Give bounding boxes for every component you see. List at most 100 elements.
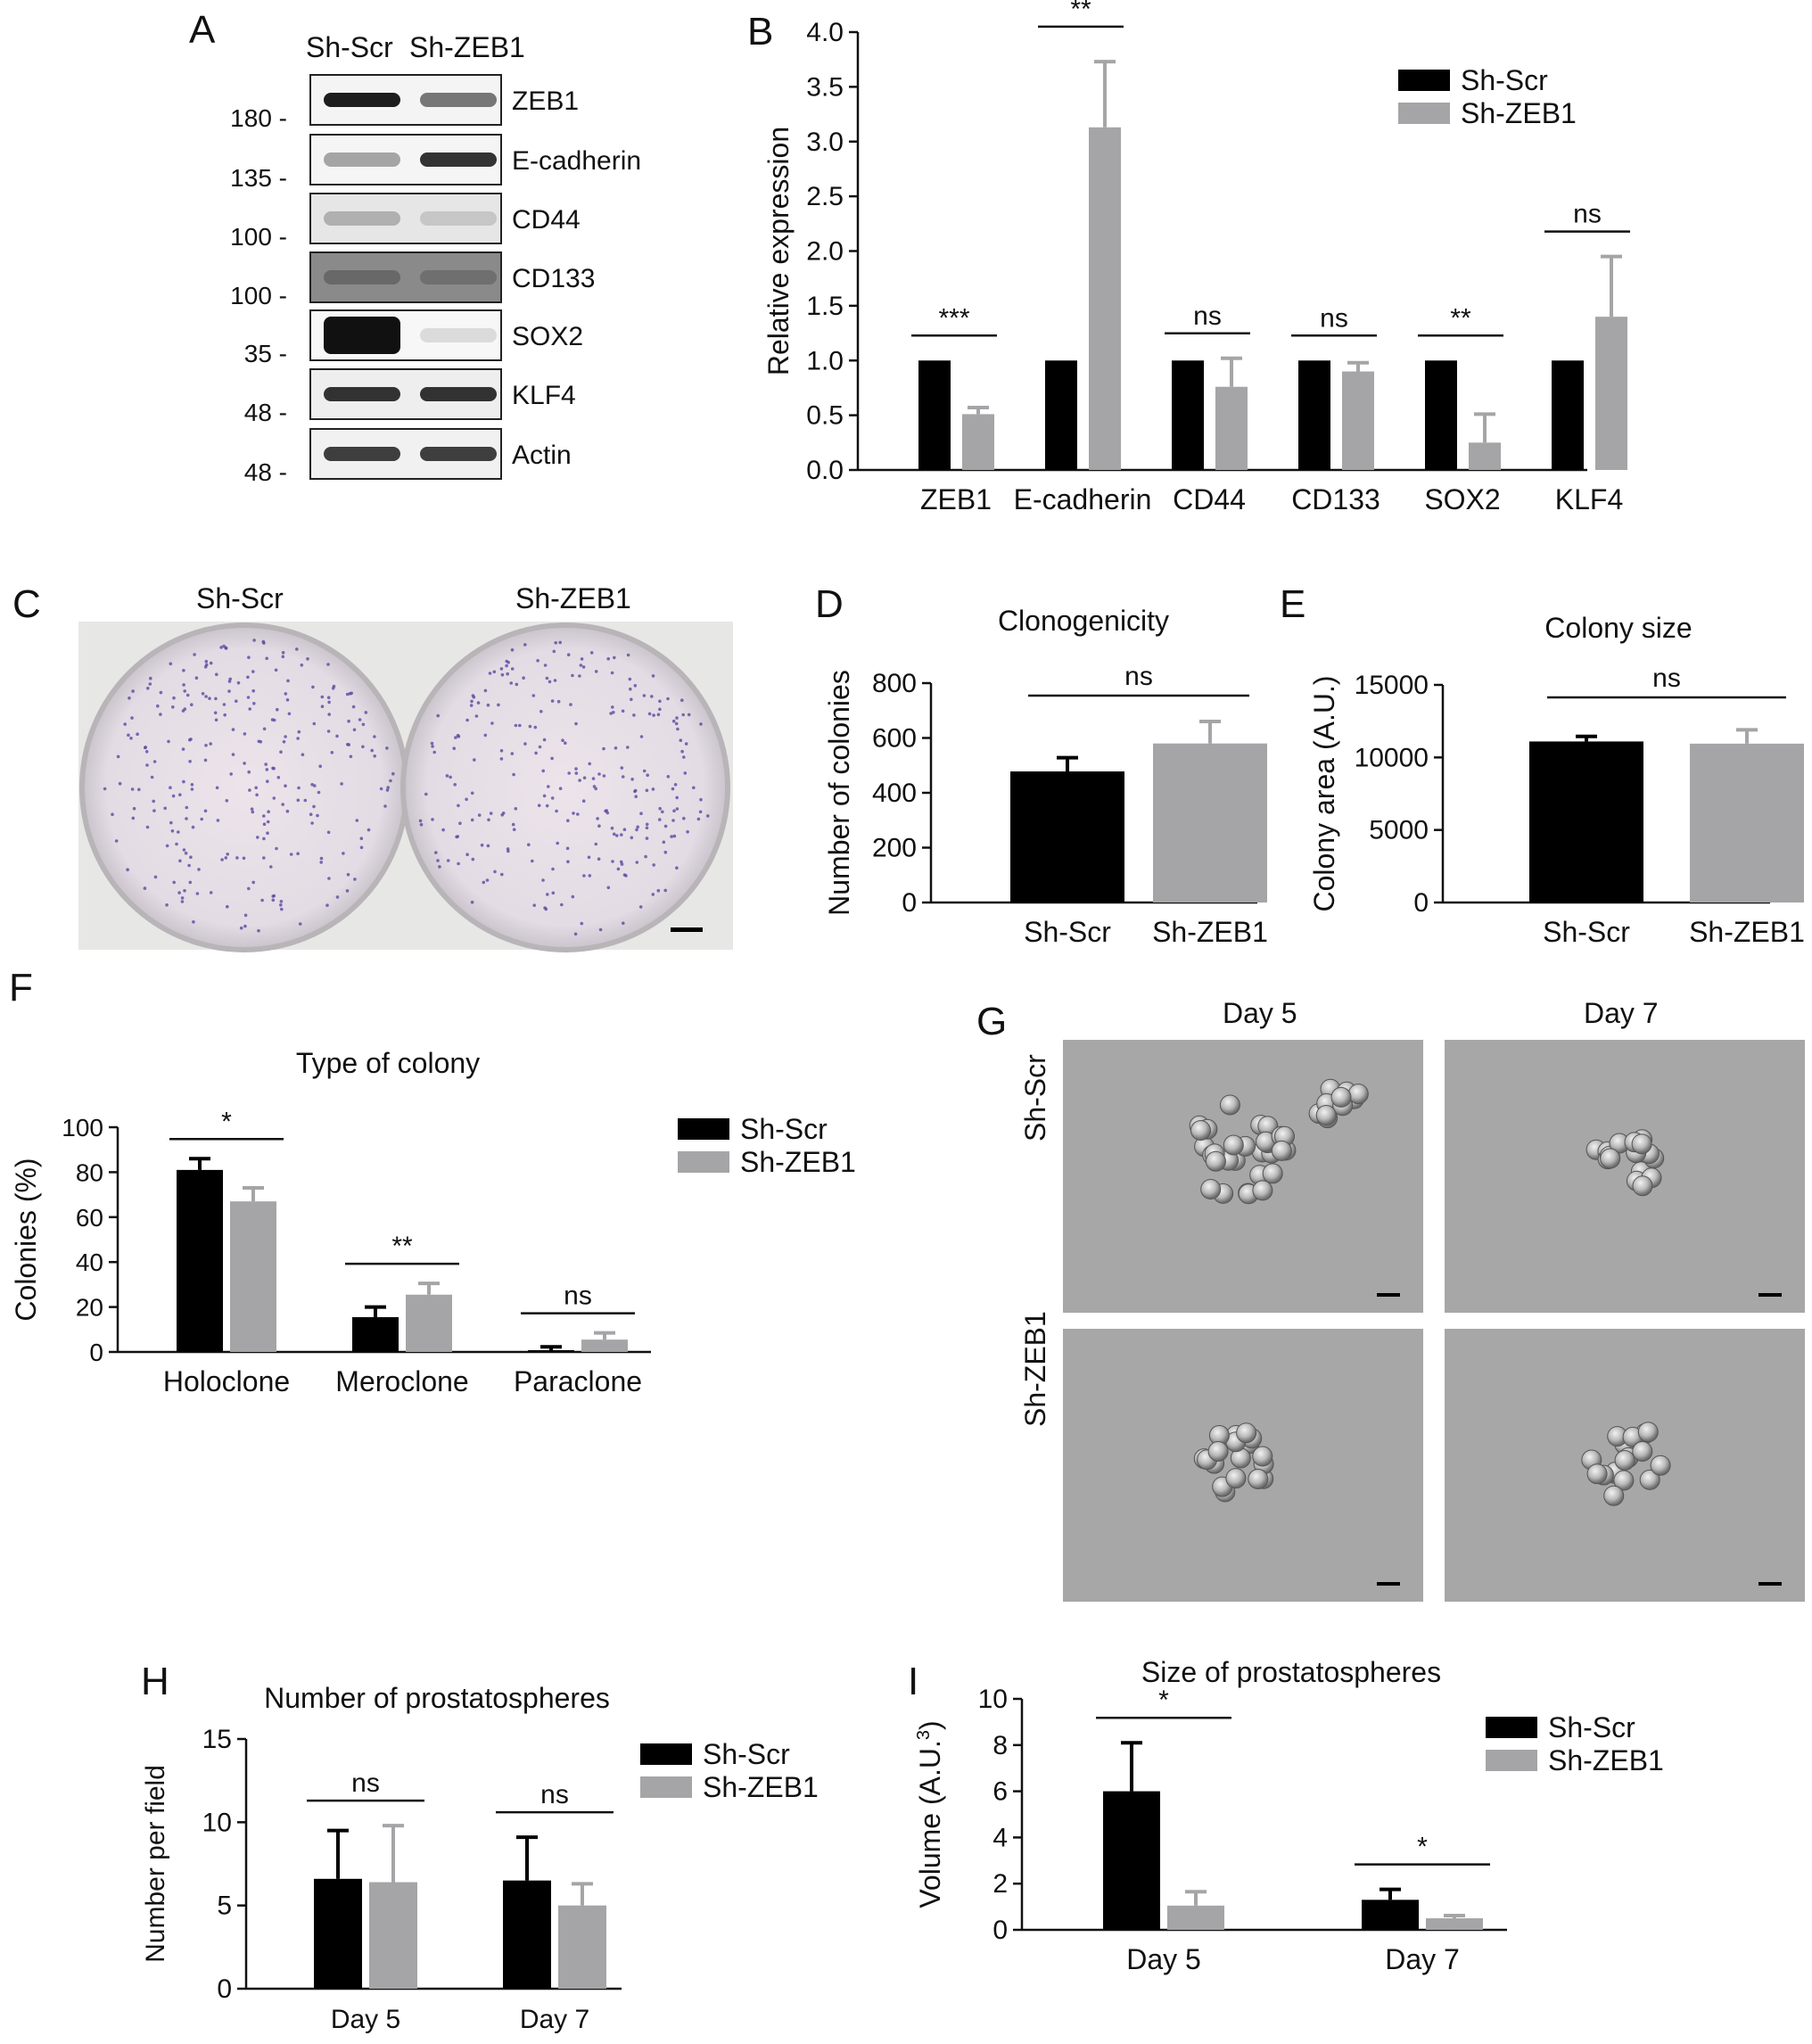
chart-f-legend-swatch-sh-zeb1 — [678, 1151, 729, 1173]
colony-dot — [300, 663, 304, 667]
colony-dot — [358, 718, 362, 721]
colony-dot — [352, 728, 357, 732]
colony-dot — [364, 711, 368, 714]
chart-h-bar-day-7-sh-scr — [503, 1880, 551, 1989]
chart-i-bar-day-7-sh-zeb1 — [1426, 1918, 1483, 1930]
blot-band-sox2-lane1 — [324, 317, 400, 354]
colony-dot — [248, 788, 251, 792]
colony-dot — [614, 746, 618, 750]
chart-i-legend-label-sh-zeb1: Sh-ZEB1 — [1548, 1744, 1664, 1776]
blot-marker-zeb1: 180 - — [230, 104, 287, 132]
colony-dot — [313, 784, 317, 787]
colony-dot — [209, 661, 213, 665]
chart-b-bar-e-cadherin-sh-scr — [1045, 360, 1077, 470]
colony-dot — [500, 872, 504, 877]
colony-dot — [561, 738, 564, 742]
colony-dot — [663, 888, 667, 893]
colony-dot — [527, 843, 531, 846]
colony-dot — [224, 856, 228, 860]
colony-dot — [548, 680, 552, 684]
colony-dot — [243, 762, 246, 765]
colony-dot — [551, 891, 556, 895]
colony-dot — [267, 810, 270, 813]
sphere-cell — [1632, 1441, 1653, 1462]
colony-dot — [169, 820, 173, 825]
colony-dot — [674, 721, 679, 726]
colony-dot — [185, 693, 190, 697]
colony-dot — [279, 750, 283, 754]
colony-plate-photo: Sh-Scr Sh-ZEB1 — [78, 582, 733, 952]
sphere-cell — [1271, 1140, 1292, 1161]
colony-dot — [235, 856, 239, 860]
colony-dot — [220, 858, 224, 861]
colony-dot — [317, 790, 321, 795]
colony-dot — [136, 732, 139, 736]
colony-dot — [661, 810, 664, 814]
panel-letter-b: B — [747, 10, 773, 54]
colony-dot — [497, 703, 500, 707]
colony-dot — [531, 859, 534, 863]
colony-dot — [556, 699, 561, 704]
colony-dot — [383, 804, 387, 808]
colony-dot — [145, 763, 149, 767]
chart-f-bar-meroclone-sh-zeb1 — [406, 1294, 452, 1352]
colony-dot — [550, 796, 555, 800]
chart-f-legend-swatch-sh-scr — [678, 1118, 729, 1140]
dish-scr — [79, 622, 409, 952]
colony-dot — [636, 825, 639, 829]
chart-b-bar-klf4-sh-scr — [1552, 360, 1584, 470]
colony-dot — [280, 907, 284, 911]
colony-dot — [680, 749, 684, 754]
chart-i-legend-swatch-sh-zeb1 — [1486, 1750, 1537, 1771]
colony-dot — [297, 729, 301, 734]
colony-dot — [146, 687, 150, 690]
colony-dot — [345, 889, 350, 893]
sphere-cell — [1603, 1485, 1625, 1506]
colony-dot — [247, 770, 251, 774]
chart-b-bar-sox2-sh-scr — [1425, 360, 1457, 470]
chart-b-significance-label: ns — [1193, 301, 1222, 331]
colony-dot — [457, 861, 460, 866]
colony-dot — [187, 863, 191, 868]
colony-dot — [482, 880, 486, 885]
chart-d-clonogenicity: 0 200 400 600 800 Number of colonies Clonogeni… — [823, 605, 1268, 948]
chart-h-legend-label-sh-zeb1: Sh-ZEB1 — [703, 1771, 819, 1803]
colony-dot — [223, 713, 226, 717]
colony-dot — [545, 676, 549, 680]
colony-dot — [465, 797, 468, 802]
sphere-cell — [1207, 1441, 1229, 1462]
colony-dot — [144, 746, 147, 749]
colony-dot — [175, 842, 178, 846]
chart-d-y-tick-label: 600 — [872, 724, 917, 754]
colony-dot — [132, 806, 136, 811]
colony-dot — [446, 859, 450, 862]
colony-dot — [507, 849, 510, 853]
sphere-cell — [1637, 1422, 1659, 1443]
colony-dot — [644, 854, 647, 859]
colony-dot — [634, 795, 638, 798]
colony-dot — [209, 891, 213, 894]
colony-dot — [470, 900, 474, 904]
chart-e-significance-label: ns — [1652, 663, 1681, 693]
colony-dot — [676, 727, 680, 731]
colony-dot — [184, 851, 188, 855]
chart-b-y-tick-label: 1.0 — [806, 346, 844, 375]
colony-dot — [373, 754, 377, 758]
colony-dot — [265, 656, 269, 661]
colony-dot — [172, 696, 176, 700]
colony-dot — [185, 817, 188, 820]
colony-dot — [298, 922, 302, 926]
colony-dot — [510, 667, 515, 671]
colony-dot — [265, 768, 269, 771]
colony-dot — [662, 840, 666, 845]
sphere-cell — [1632, 1175, 1653, 1197]
colony-dot — [126, 868, 129, 871]
colony-dot — [534, 751, 538, 755]
colony-dot — [642, 769, 647, 773]
colony-dot — [242, 856, 246, 861]
chart-b-bar-e-cadherin-sh-zeb1 — [1089, 127, 1121, 471]
blot-protein-label-klf4: KLF4 — [512, 381, 576, 410]
colony-dot — [252, 639, 256, 642]
colony-dot — [171, 794, 176, 798]
colony-dot — [259, 740, 263, 744]
